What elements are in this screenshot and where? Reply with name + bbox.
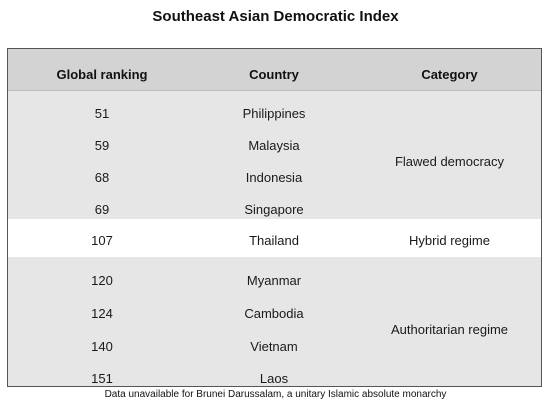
table-row-rank: 140 [91, 339, 113, 354]
table-row-country: Indonesia [245, 170, 303, 185]
group-flawed-democracy: 51 Philippines 59 Malaysia 68 Indonesia … [8, 91, 541, 219]
page-title: Southeast Asian Democratic Index [152, 8, 399, 25]
table-row-rank: 124 [91, 306, 113, 321]
category-label: Flawed democracy [394, 154, 505, 169]
table-row-rank: 107 [91, 233, 113, 248]
group-hybrid-regime: 107 Thailand Hybrid regime [8, 219, 541, 257]
table-row-rank: 151 [91, 371, 113, 386]
header-global-ranking: Global ranking [56, 67, 148, 82]
table-row-country: Myanmar [246, 273, 302, 288]
header-country: Country [249, 67, 299, 82]
table-header: Global ranking Country Category [8, 49, 541, 91]
table-row-rank: 120 [91, 273, 113, 288]
category-label: Authoritarian regime [390, 322, 509, 337]
header-category: Category [421, 67, 478, 82]
table-row-country: Laos [259, 371, 289, 386]
table-row-country: Malaysia [248, 138, 300, 153]
table-row-country: Thailand [249, 233, 299, 248]
table-row-country: Vietnam [250, 339, 298, 354]
group-authoritarian-regime: 120 Myanmar 124 Cambodia 140 Vietnam 151… [8, 257, 541, 386]
footnote: Data unavailable for Brunei Darussalam, … [104, 389, 447, 400]
table-row-rank: 59 [94, 138, 110, 153]
democracy-index-table: Global ranking Country Category 51 Phili… [7, 48, 542, 387]
table-row-rank: 69 [94, 202, 110, 217]
table-row-country: Singapore [244, 202, 304, 217]
table-row-rank: 51 [94, 106, 110, 121]
table-row-rank: 68 [94, 170, 110, 185]
table-row-country: Cambodia [244, 306, 304, 321]
category-label: Hybrid regime [409, 233, 490, 248]
table-row-country: Philippines [242, 106, 306, 121]
